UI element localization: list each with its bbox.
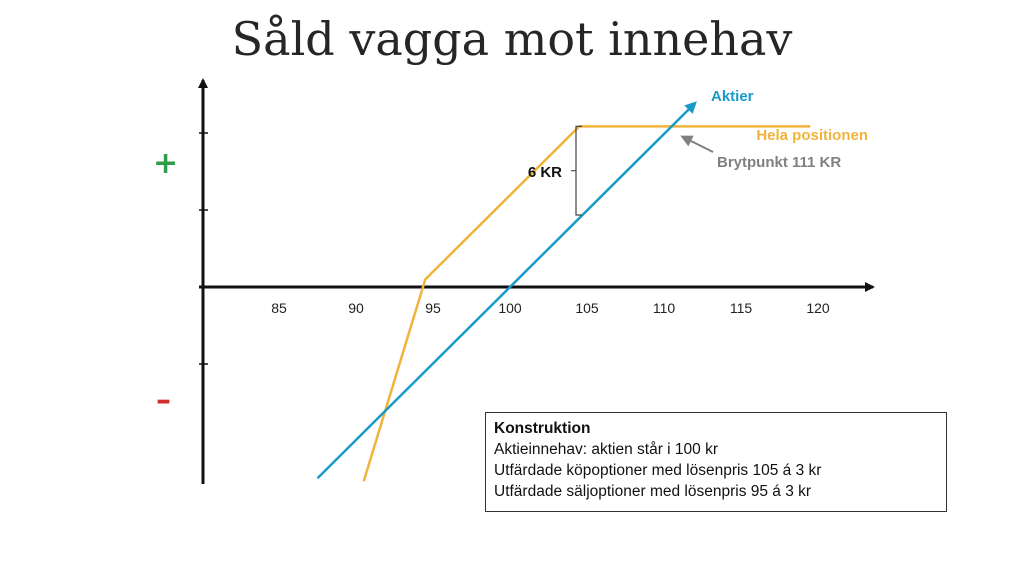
x-tick-label: 120 [806, 300, 830, 316]
stock-line [316, 101, 697, 480]
x-tick-label: 115 [730, 300, 753, 316]
x-tick-label: 110 [653, 300, 676, 316]
breakeven-arrow [680, 135, 714, 153]
series-label-stock: Aktier [711, 88, 754, 105]
x-tick-label: 95 [425, 300, 441, 316]
gap-label: 6 KR [528, 164, 562, 181]
gap-bracket [571, 125, 582, 216]
construction-heading: Konstruktion [494, 420, 591, 437]
position-line [362, 125, 811, 482]
x-tick-label: 85 [271, 300, 287, 316]
minus-sign: – [156, 383, 171, 418]
plus-sign: + [153, 146, 179, 181]
series-label-position: Hela positionen [756, 127, 868, 144]
page-title: Såld vagga mot innehav [231, 12, 793, 66]
construction-line: Utfärdade köpoptioner med lösenpris 105 … [494, 462, 822, 479]
x-tick-label: 90 [348, 300, 364, 316]
construction-box: Konstruktion Aktieinnehav: aktien står i… [485, 412, 947, 512]
construction-line: Utfärdade säljoptioner med lösenpris 95 … [494, 483, 812, 500]
x-tick-label: 105 [575, 300, 599, 316]
breakeven-label: Brytpunkt 111 KR [717, 154, 841, 171]
construction-line: Aktieinnehav: aktien står i 100 kr [494, 441, 719, 458]
x-tick-label: 100 [498, 300, 522, 316]
